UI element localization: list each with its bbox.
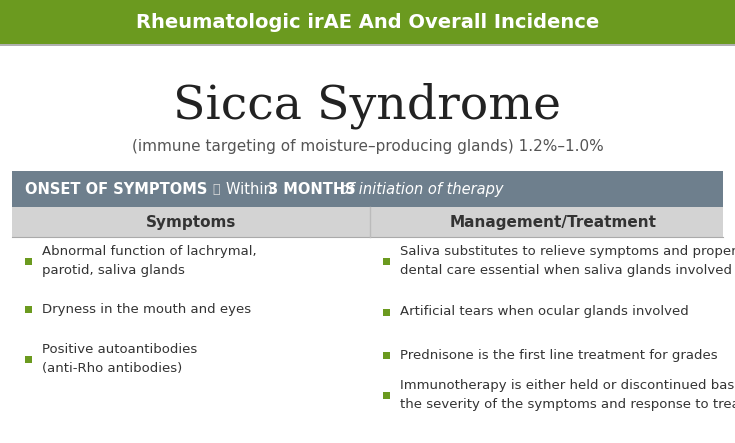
- Text: ONSET OF SYMPTOMS: ONSET OF SYMPTOMS: [25, 182, 207, 197]
- Text: Prednisone is the first line treatment for grades: Prednisone is the first line treatment f…: [400, 349, 717, 361]
- FancyBboxPatch shape: [383, 257, 390, 264]
- FancyBboxPatch shape: [383, 308, 390, 315]
- Text: of initiation of therapy: of initiation of therapy: [340, 182, 503, 197]
- FancyBboxPatch shape: [0, 0, 735, 44]
- FancyBboxPatch shape: [25, 355, 32, 362]
- Text: 3 MONTHS: 3 MONTHS: [268, 182, 356, 197]
- FancyBboxPatch shape: [25, 306, 32, 312]
- Text: ⏱: ⏱: [212, 183, 220, 195]
- FancyBboxPatch shape: [383, 392, 390, 399]
- Text: Saliva substitutes to relieve symptoms and proper
dental care essential when sal: Saliva substitutes to relieve symptoms a…: [400, 245, 735, 277]
- FancyBboxPatch shape: [383, 351, 390, 358]
- Text: Artificial tears when ocular glands involved: Artificial tears when ocular glands invo…: [400, 306, 689, 319]
- Text: (immune targeting of moisture–producing glands) 1.2%–1.0%: (immune targeting of moisture–producing …: [132, 139, 603, 154]
- FancyBboxPatch shape: [0, 44, 735, 46]
- Text: Management/Treatment: Management/Treatment: [450, 214, 656, 229]
- Text: Within: Within: [226, 182, 278, 197]
- FancyBboxPatch shape: [12, 207, 723, 237]
- Text: Symptoms: Symptoms: [146, 214, 236, 229]
- Text: Sicca Syndrome: Sicca Syndrome: [173, 83, 562, 129]
- Text: Dryness in the mouth and eyes: Dryness in the mouth and eyes: [42, 303, 251, 315]
- Text: Abnormal function of lachrymal,
parotid, saliva glands: Abnormal function of lachrymal, parotid,…: [42, 245, 257, 277]
- FancyBboxPatch shape: [25, 257, 32, 264]
- Text: Immunotherapy is either held or discontinued based on
the severity of the sympto: Immunotherapy is either held or disconti…: [400, 379, 735, 411]
- Text: Rheumatologic irAE And Overall Incidence: Rheumatologic irAE And Overall Incidence: [136, 12, 599, 31]
- Text: Positive autoantibodies
(anti-Rho antibodies): Positive autoantibodies (anti-Rho antibo…: [42, 343, 197, 375]
- FancyBboxPatch shape: [12, 171, 723, 207]
